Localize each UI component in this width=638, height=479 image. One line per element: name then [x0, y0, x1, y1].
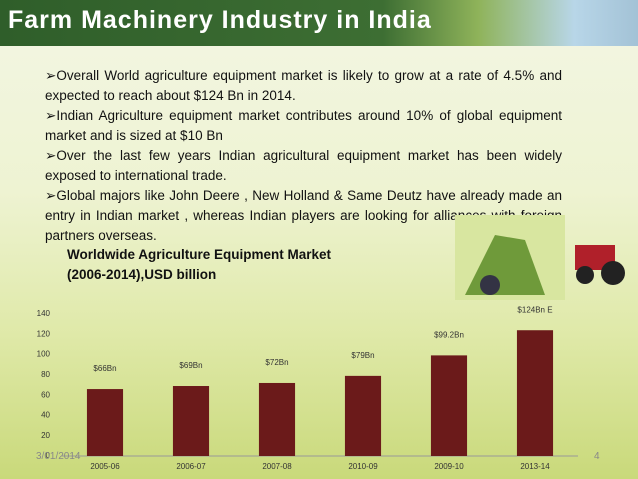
y-tick-label: 100 [37, 350, 51, 359]
data-label: $124Bn E [517, 305, 552, 314]
title: Farm Machinery Industry in India [8, 6, 432, 34]
x-tick-label: 2005-06 [90, 462, 120, 471]
chart-heading: Worldwide Agriculture Equipment Market (… [67, 245, 331, 285]
data-label: $99.2Bn [434, 330, 464, 339]
data-label: $69Bn [179, 361, 202, 370]
date: 3/01/2014 [36, 451, 81, 462]
page-number: 4 [594, 451, 600, 462]
machinery-image [455, 215, 625, 300]
bar [516, 330, 554, 456]
y-tick-label: 40 [41, 411, 50, 420]
data-label: $72Bn [265, 358, 288, 367]
bar [86, 389, 124, 456]
bullet: Over the last few years Indian agricultu… [45, 146, 562, 186]
y-tick-label: 20 [41, 431, 50, 440]
bullet: Overall World agriculture equipment mark… [45, 66, 562, 106]
x-tick-label: 2007-08 [262, 462, 292, 471]
bar [344, 375, 382, 456]
y-tick-label: 140 [37, 309, 51, 318]
y-tick-label: 0 [46, 451, 51, 460]
bullet: Indian Agriculture equipment market cont… [45, 106, 562, 146]
x-tick-label: 2009-10 [434, 462, 464, 471]
y-tick-label: 120 [37, 329, 51, 338]
data-label: $79Bn [351, 351, 374, 360]
x-tick-label: 2006-07 [176, 462, 206, 471]
bullet-list: Overall World agriculture equipment mark… [45, 66, 562, 246]
bar [430, 355, 468, 456]
header: Farm Machinery Industry in India [0, 0, 638, 46]
x-tick-label: 2010-09 [348, 462, 378, 471]
bar [172, 386, 210, 456]
bar [258, 382, 296, 456]
chart-subtitle: (2006-2014),USD billion [67, 267, 217, 282]
chart-title: Worldwide Agriculture Equipment Market [67, 247, 332, 262]
y-tick-label: 60 [41, 390, 50, 399]
data-label: $66Bn [93, 364, 116, 373]
x-tick-label: 2013-14 [520, 462, 550, 471]
y-tick-label: 80 [41, 370, 50, 379]
bullet: Global majors like John Deere , New Holl… [45, 186, 562, 246]
